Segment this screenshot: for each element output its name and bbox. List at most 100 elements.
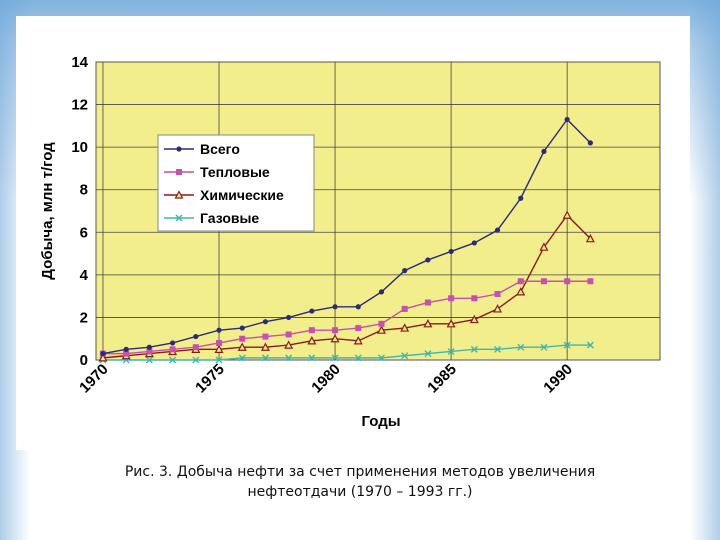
series-line [102,344,591,361]
y-axis-ticks: 0 2 4 6 8 10 12 14 [71,54,88,369]
legend-item: Химические [164,187,284,203]
data-point [354,354,362,362]
y-tick-label: 14 [71,54,88,71]
data-point [308,327,315,334]
data-point [123,346,129,352]
data-point [307,336,317,345]
x-axis-ticks: 1970 1975 1980 1985 1990 [76,361,576,397]
data-point [169,356,177,364]
data-point [471,240,477,246]
data-point [239,325,245,331]
legend-item: Газовые [164,210,259,226]
data-point [470,345,478,353]
y-tick-label: 4 [80,267,89,284]
data-point [494,345,502,353]
data-point [518,195,524,201]
legend-label: Химические [200,187,284,203]
data-point [563,341,571,349]
data-point [425,257,431,263]
y-tick-label: 2 [80,309,88,326]
data-point [237,342,247,351]
data-point [516,287,526,296]
y-tick-label: 6 [80,224,88,241]
data-point [309,308,315,314]
data-point [261,354,269,362]
caption-line-1: Рис. 3. Добыча нефти за счет применения … [124,464,596,480]
data-point [215,356,223,364]
data-point [330,333,340,343]
figure-panel: 0 2 4 6 8 10 12 14 1970 1975 1980 1985 1990 Добыча,… [16,16,690,450]
legend-box [157,134,315,232]
data-point [284,340,294,349]
data-point [169,340,176,346]
legend-marker [176,146,182,152]
data-point [285,354,293,362]
data-point [494,227,501,233]
data-point [493,304,503,313]
data-point [378,320,385,327]
data-point [146,348,153,355]
series-lines [98,116,595,364]
data-point [423,319,433,328]
data-point [448,248,454,255]
data-point [540,343,548,351]
y-axis-title: Добыча, млн т/год [39,142,56,280]
y-tick-label: 8 [80,182,88,199]
data-point [353,336,363,345]
data-point [308,354,316,362]
data-point [494,291,501,298]
data-point [285,331,292,338]
legend-item: Тепловые [164,164,270,180]
data-point [587,140,593,146]
data-point [238,354,246,362]
data-point [376,325,386,334]
data-point [355,325,362,332]
data-point [260,342,270,351]
data-point [587,278,594,285]
data-point [564,116,570,123]
data-point [471,295,478,302]
data-point [378,289,385,295]
figure-caption: Рис. 3. Добыча нефти за счет применения … [60,462,660,502]
data-point [424,299,431,306]
data-point [517,343,525,351]
data-point [331,354,339,362]
data-point [562,210,572,219]
data-point [448,295,455,302]
data-point [100,351,106,357]
data-point [262,319,269,325]
data-point [169,346,176,353]
series-1 [100,116,593,357]
data-point [146,344,152,350]
series-4 [99,341,594,364]
series-line [102,280,591,355]
data-point [377,354,385,362]
data-point [123,350,130,357]
y-tick-label: 12 [71,97,88,114]
data-point [216,327,222,333]
data-point [541,148,547,154]
y-tick-label: 10 [71,139,88,156]
legend-marker [176,169,182,175]
data-point [193,333,199,340]
data-point [586,341,594,349]
data-point [332,327,339,334]
data-point [239,335,246,342]
legend-label: Тепловые [200,164,270,180]
x-tick-label: 1975 [192,361,228,397]
data-point [98,353,108,362]
data-point [447,347,455,355]
data-point [564,278,571,285]
data-point [145,356,153,364]
series-line [102,118,591,355]
data-point [539,242,549,251]
data-point [216,339,223,346]
legend-label: Газовые [200,210,259,226]
data-point [262,333,269,340]
x-tick-label: 1985 [424,361,460,397]
data-point [585,233,595,243]
x-tick-label: 1980 [308,361,344,397]
series-2 [99,278,594,357]
data-point [517,278,524,285]
data-point [192,344,199,351]
